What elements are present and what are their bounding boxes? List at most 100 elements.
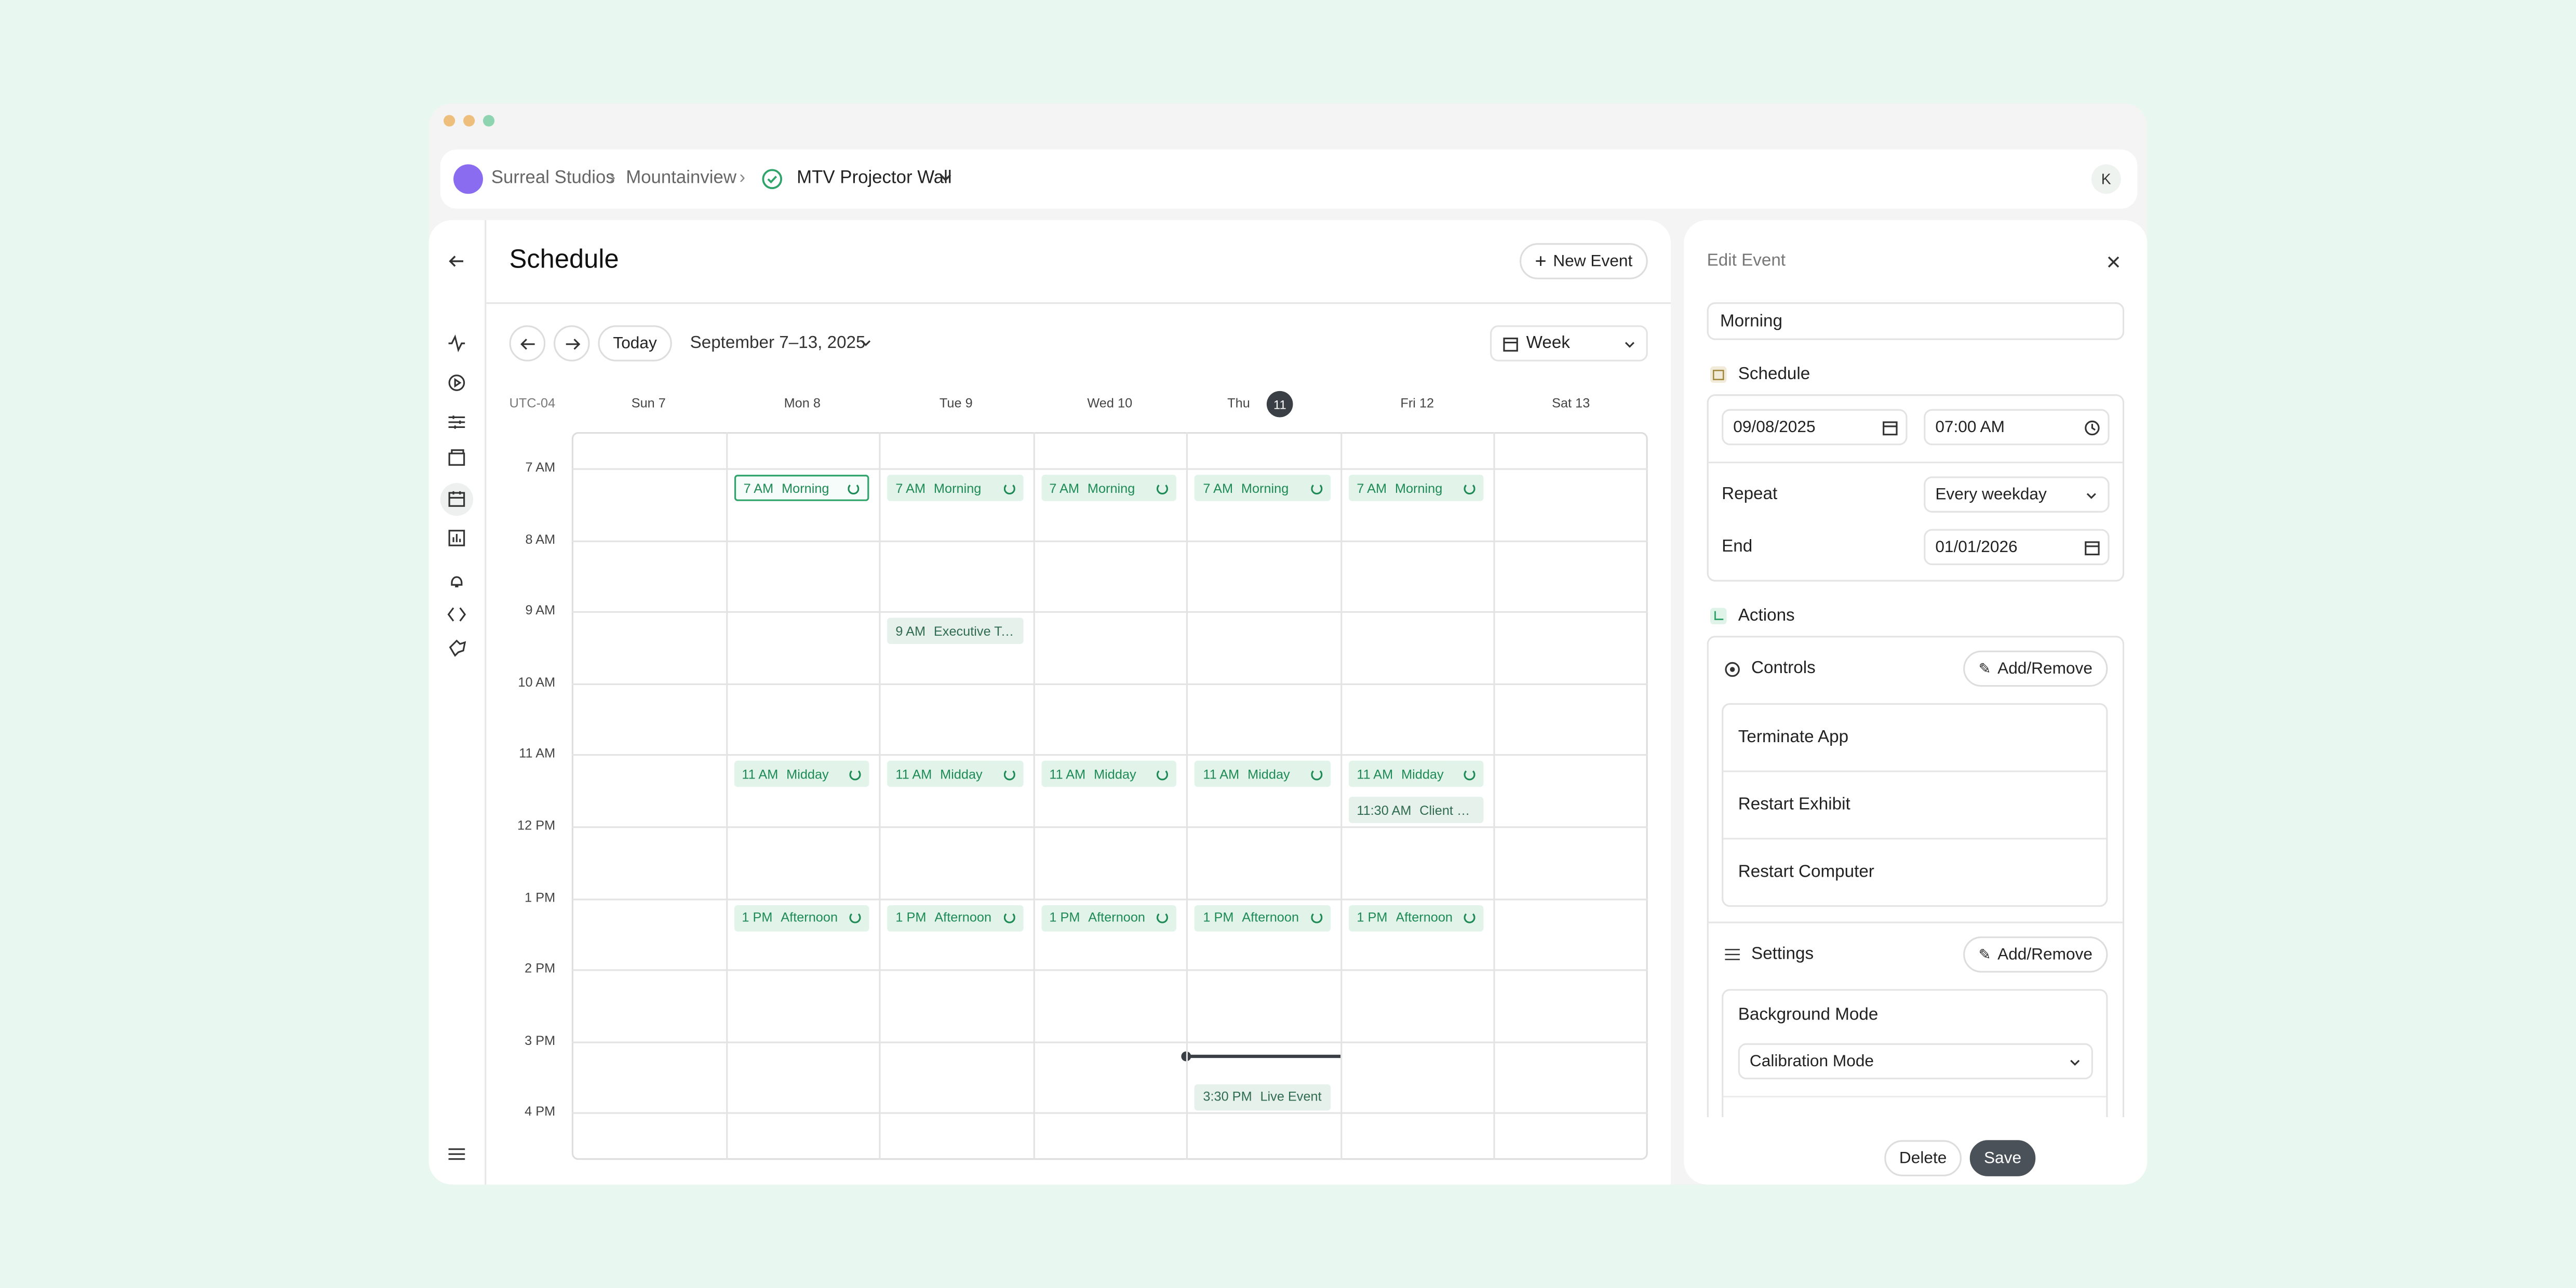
actions-icon [1710,608,1727,625]
avatar[interactable]: K [2091,164,2121,194]
divider [1708,461,2123,464]
close-button[interactable] [2108,256,2119,268]
edit-panel [1684,220,2148,1185]
settings-add-remove[interactable]: ✎ Add/Remove [1963,936,2108,973]
day-header: Tue 9 [940,397,973,411]
setting-select[interactable]: Calibration Mode [1738,1043,2094,1080]
event-chip[interactable]: 11 AM Midday [1348,761,1484,788]
breadcrumb-location[interactable]: Mountainview [626,168,736,189]
column-line [879,432,881,1160]
event-time: 11 AM [895,767,932,782]
event-chip[interactable]: 3:30 PM Live Event [1195,1083,1331,1110]
day-label: Sat [1552,396,1572,411]
event-chip[interactable]: 1 PM Afternoon [733,904,869,931]
today-button[interactable]: Today [598,325,672,361]
event-chip[interactable]: 11:30 AM Client Spe... [1348,797,1484,824]
hour-line [571,611,1648,613]
breadcrumb-device[interactable]: MTV Projector Wall [797,168,952,189]
event-chip[interactable]: 1 PM Afternoon [1348,904,1484,931]
sidebar-active [440,483,474,516]
controls-icon [1725,662,1740,677]
repeat-icon [1464,482,1476,494]
breadcrumb-separator: › [609,168,616,189]
now-dot [1181,1051,1191,1062]
time-input[interactable]: 07:00 AM [1924,409,2110,446]
day-header: Fri 12 [1400,397,1434,411]
repeat-icon [849,911,861,924]
event-title: Afternoon [934,910,992,925]
date-range[interactable]: September 7–13, 2025 [690,333,866,353]
view-select[interactable]: Week [1490,325,1648,361]
day-date-current: 11 [1267,391,1293,418]
repeat-icon [849,769,861,781]
controls-add-remove[interactable]: ✎ Add/Remove [1963,650,2108,687]
event-chip[interactable]: 11 AM Midday [1041,761,1177,788]
repeat-icon [1310,911,1322,924]
hour-label: 2 PM [525,961,556,976]
day-header: Mon 8 [784,397,821,411]
divider [1723,770,2107,772]
event-time: 9 AM [895,624,926,639]
prev-button[interactable] [509,325,546,361]
control-item[interactable]: Terminate App [1738,727,1849,747]
sidebar-icons[interactable] [447,334,466,664]
repeat-icon [848,482,860,494]
event-time: 11:30 AM [1357,802,1412,818]
event-time: 11 AM [1203,767,1240,782]
event-title: Afternoon [1242,910,1299,925]
repeat-icon [1157,769,1169,781]
controls-list [1722,703,2108,907]
repeat-select[interactable]: Every weekday [1924,476,2110,513]
new-event-button[interactable]: + New Event [1520,243,1648,279]
setting-value: Calibration Mode [1749,1053,1874,1071]
status-icon [762,169,783,190]
time-value: 07:00 AM [1935,419,2005,437]
hour-label: 9 AM [525,603,556,618]
save-button[interactable]: Save [1969,1140,2036,1176]
breadcrumb-org[interactable]: Surreal Studios [491,168,615,189]
delete-button[interactable]: Delete [1884,1140,1962,1176]
settings-icon [1725,949,1740,960]
event-chip[interactable]: 7 AM Morning [1041,475,1177,501]
hour-line [571,755,1648,757]
settings-heading: Settings [1751,944,1814,964]
event-chip[interactable]: 7 AM Morning [887,475,1023,501]
hour-line [571,468,1648,470]
control-item[interactable]: Restart Exhibit [1738,795,1850,815]
day-header: Sat 13 [1552,396,1590,411]
event-chip[interactable]: 7 AM Morning [1195,475,1331,501]
event-chip[interactable]: 11 AM Midday [733,761,869,788]
event-chip[interactable]: 11 AM Midday [1195,761,1331,788]
event-time: 3:30 PM [1203,1089,1252,1105]
repeat-icon [1157,482,1169,494]
event-chip[interactable]: 7 AM Morning [733,475,869,501]
event-chip[interactable]: 11 AM Midday [887,761,1023,788]
repeat-icon [1003,911,1015,924]
hour-label: 7 AM [525,460,556,475]
date-input[interactable]: 09/08/2025 [1722,409,1908,446]
event-chip[interactable]: 9 AM Executive Tour [887,618,1023,645]
repeat-icon [1464,769,1476,781]
header-divider [486,302,1671,304]
menu-button[interactable] [448,1148,465,1160]
back-button[interactable] [449,254,465,267]
window-dot [463,115,475,127]
event-title: Morning [1087,480,1135,495]
name-input[interactable]: Morning [1707,302,2125,340]
control-item[interactable]: Restart Computer [1738,862,1874,882]
event-chip[interactable]: 1 PM Afternoon [1041,904,1177,931]
date-value: 09/08/2025 [1733,419,1816,437]
new-event-label: New Event [1553,252,1633,271]
next-button[interactable] [554,325,590,361]
event-time: 7 AM [743,480,774,495]
end-input[interactable]: 01/01/2026 [1924,529,2110,566]
day-header: Wed 10 [1087,397,1132,411]
column-line [1340,432,1342,1160]
event-chip[interactable]: 1 PM Afternoon [1195,904,1331,931]
event-chip[interactable]: 7 AM Morning [1348,475,1484,501]
event-chip[interactable]: 1 PM Afternoon [887,904,1023,931]
hour-label: 10 AM [518,675,556,690]
chevron [940,174,951,182]
